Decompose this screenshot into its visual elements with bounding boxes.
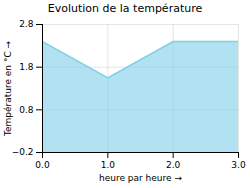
svg-text:1.0: 1.0 (101, 160, 116, 170)
html-text:Evolution de la température: Evolution de la température (47, 2, 203, 15)
svg-text:−0.2: −0.2 (12, 147, 34, 157)
svg-text:1.8: 1.8 (19, 62, 34, 72)
svg-text:0.0: 0.0 (35, 160, 50, 170)
svg-text:3.0: 3.0 (231, 160, 246, 170)
svg-text:2.0: 2.0 (166, 160, 181, 170)
svg-text:Température en °C →: Température en °C → (3, 40, 13, 137)
svg-text:heure par heure →: heure par heure → (99, 173, 182, 183)
svg-text:0.8: 0.8 (19, 105, 34, 115)
svg-text:2.8: 2.8 (19, 19, 34, 29)
